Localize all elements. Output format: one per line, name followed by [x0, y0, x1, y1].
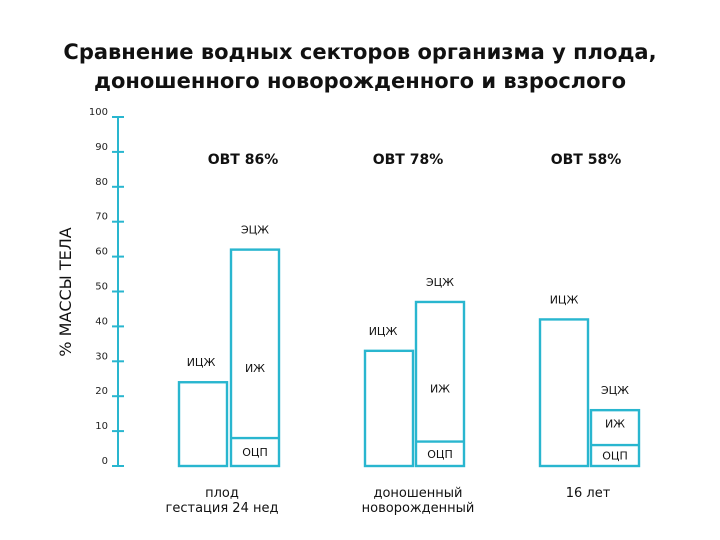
- y-axis-label: % МАССЫ ТЕЛА: [56, 227, 75, 357]
- y-tick-label: 10: [95, 421, 108, 432]
- icw-label: ИЦЖ: [369, 325, 398, 338]
- icw-bar: [363, 349, 415, 468]
- ovt-label: ОВТ 86%: [208, 152, 279, 168]
- icw-bar: [538, 318, 590, 468]
- isf-label: ИЖ: [245, 362, 265, 375]
- ecw-label: ЭЦЖ: [426, 276, 454, 289]
- group-label: новорожденный: [362, 501, 475, 516]
- ecw-bar: [414, 300, 466, 468]
- y-tick-label: 30: [95, 351, 108, 362]
- isf-label: ИЖ: [430, 383, 450, 396]
- isf-label: ИЖ: [605, 418, 625, 431]
- bar-group: ОЦП ИЖ ЭЦЖ ИЦЖ ОВТ 58% 16 лет: [538, 152, 641, 501]
- bar-group: ОЦП ИЖ ЭЦЖ ИЦЖ ОВТ 78% доношенныйноворожденны…: [362, 152, 475, 516]
- icw-bar: [177, 381, 229, 468]
- ecw-label: ЭЦЖ: [601, 384, 629, 397]
- y-tick-label: 90: [95, 142, 108, 153]
- icw-label: ИЦЖ: [187, 356, 216, 369]
- group-label: 16 лет: [566, 486, 611, 501]
- ovt-label: ОВТ 78%: [373, 152, 444, 168]
- ecw-label: ЭЦЖ: [241, 224, 269, 237]
- y-tick-label: 20: [95, 386, 108, 397]
- group-label: плод: [205, 486, 239, 501]
- plasma-label: ОЦП: [602, 450, 627, 463]
- ecw-bar: [589, 408, 641, 468]
- y-tick-label: 80: [95, 177, 108, 188]
- y-tick-label: 50: [95, 282, 108, 293]
- y-tick-label: 60: [95, 247, 108, 258]
- ecw-bar: [229, 248, 281, 468]
- y-tick-label: 100: [89, 107, 108, 118]
- y-tick-label: 70: [95, 212, 108, 223]
- plasma-label: ОЦП: [242, 446, 267, 459]
- group-label: гестация 24 нед: [166, 501, 279, 516]
- chart-title-line-1: Сравнение водных секторов организма у пл…: [63, 40, 657, 64]
- group-label: доношенный: [373, 486, 462, 501]
- ovt-label: ОВТ 58%: [551, 152, 622, 168]
- icw-label: ИЦЖ: [550, 293, 579, 306]
- y-axis: 0 10 20 30 40 50 60 70 80 90 100: [89, 107, 124, 467]
- y-tick-label: 0: [102, 456, 108, 467]
- chart-title: Сравнение водных секторов организма у пл…: [0, 38, 720, 96]
- plasma-label: ОЦП: [427, 448, 452, 461]
- y-tick-label: 40: [95, 316, 108, 327]
- chart-title-line-2: доношенного новорожденного и взрослого: [93, 69, 627, 93]
